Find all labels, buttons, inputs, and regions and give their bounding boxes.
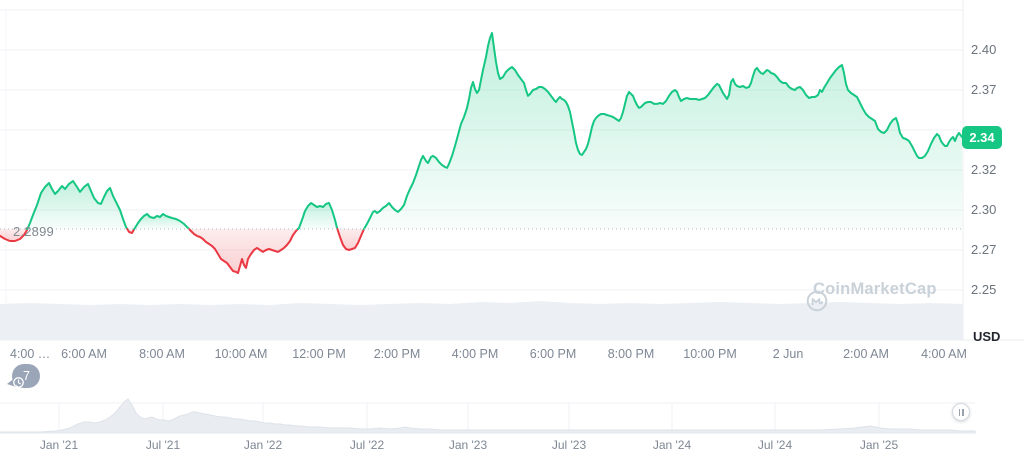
time-axis-tick: 6:00 AM [61, 347, 107, 361]
time-axis-tick: 2 Jun [772, 347, 804, 361]
price-axis-tick: 2.25 [971, 282, 997, 297]
range-date-label: Jan '22 [243, 438, 283, 452]
range-date-label: Jan '24 [652, 438, 692, 452]
price-axis-tick: 2.30 [971, 202, 997, 217]
time-axis-tick: 4:00 … [10, 347, 51, 361]
current-price-badge: 2.34 [962, 126, 1002, 149]
price-axis-tick: 2.37 [971, 82, 997, 97]
price-chart[interactable] [0, 0, 1024, 342]
time-axis-tick: 4:00 AM [921, 347, 967, 361]
range-date-label: Jul '24 [757, 438, 793, 452]
watermark-text: CoinMarketCap [813, 280, 937, 298]
time-axis-tick: 6:00 PM [529, 347, 577, 361]
annotations-count-badge[interactable]: 7 [7, 364, 40, 388]
coinmarketcap-watermark: CoinMarketCap [806, 280, 937, 311]
time-axis-tick: 2:00 AM [843, 347, 889, 361]
date-range-selector[interactable] [0, 390, 1024, 456]
price-axis-tick: 2.27 [971, 242, 997, 257]
range-date-label: Jan '21 [39, 438, 79, 452]
price-axis-tick: 2.32 [971, 162, 997, 177]
time-axis-tick: 12:00 PM [292, 347, 346, 361]
range-date-label: Jul '23 [551, 438, 587, 452]
currency-unit-label: USD [973, 329, 1001, 344]
annotations-count: 7 [23, 369, 30, 383]
time-axis-tick: 10:00 AM [214, 347, 268, 361]
open-price-label: 2.2899 [13, 224, 54, 239]
range-date-label: Jul '22 [349, 438, 385, 452]
time-axis-tick: 10:00 PM [683, 347, 737, 361]
range-date-label: Jan '25 [859, 438, 899, 452]
range-date-label: Jan '23 [448, 438, 488, 452]
time-axis-tick: 8:00 AM [139, 347, 185, 361]
time-axis-tick: 8:00 PM [607, 347, 655, 361]
range-date-label: Jul '21 [145, 438, 181, 452]
time-axis-tick: 2:00 PM [373, 347, 421, 361]
range-slider-handle[interactable] [952, 403, 970, 421]
time-axis-tick: 4:00 PM [451, 347, 499, 361]
price-axis-tick: 2.40 [971, 42, 997, 57]
